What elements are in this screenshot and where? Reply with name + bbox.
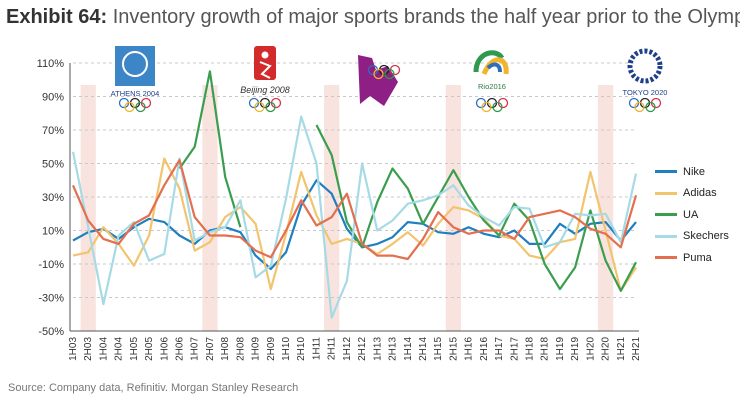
legend-item-nike: Nike [655, 161, 729, 183]
series-line-ua [178, 70, 242, 228]
x-tick-label: 2H11 [327, 337, 338, 361]
x-tick-label: 2H13 [388, 337, 399, 361]
legend-swatch [655, 170, 677, 174]
x-tick-label: 1H18 [524, 337, 535, 361]
x-tick-label: 1H07 [190, 337, 201, 361]
tokyo-2020-logo: TOKYO 2020 [623, 48, 668, 113]
london-2012-logo [358, 55, 401, 106]
legend-swatch [655, 213, 677, 217]
legend-item-skechers: Skechers [655, 226, 729, 248]
x-tick-label: 2H08 [235, 337, 246, 361]
highlight-band-2H03 [80, 85, 96, 331]
y-tick-label: -30% [38, 293, 64, 305]
x-tick-label: 2H21 [631, 337, 642, 361]
logo-label: Rio2016 [478, 82, 506, 91]
x-tick-label: 2H18 [540, 337, 551, 361]
x-tick-label: 1H19 [555, 337, 566, 361]
legend-swatch [655, 256, 677, 260]
x-tick-label: 2H04 [114, 337, 125, 361]
series-line-nike [72, 179, 637, 271]
y-tick-label: 10% [42, 226, 64, 238]
y-tick-label: 90% [42, 92, 64, 104]
x-tick-label: 1H14 [403, 337, 414, 361]
x-tick-label: 1H12 [342, 337, 353, 361]
y-tick-label: 70% [42, 125, 64, 137]
x-tick-label: 1H20 [585, 337, 596, 361]
legend-item-ua: UA [655, 204, 729, 226]
legend-item-adidas: Adidas [655, 183, 729, 205]
x-tick-label: 2H17 [509, 337, 520, 361]
x-tick-label: 2H15 [448, 337, 459, 361]
legend-item-puma: Puma [655, 247, 729, 269]
legend-swatch [655, 191, 677, 195]
x-tick-label: 2H05 [144, 337, 155, 361]
x-tick-label: 2H09 [266, 337, 277, 361]
y-tick-label: 50% [42, 159, 64, 171]
x-tick-label: 1H04 [98, 337, 109, 361]
logo-label: TOKYO 2020 [623, 88, 668, 97]
x-tick-label: 2H14 [418, 337, 429, 361]
beijing-2008-logo: Beijing 2008 [240, 46, 290, 113]
x-tick-label: 1H06 [159, 337, 170, 361]
legend-label: Skechers [683, 230, 729, 243]
x-tick-label: 2H03 [83, 337, 94, 361]
x-tick-label: 1H03 [68, 337, 79, 361]
series-line-puma [71, 159, 638, 261]
title-text: Inventory growth of major sports brands … [112, 6, 740, 28]
rio-2016-logo: Rio2016 [473, 50, 509, 113]
legend: Nike Adidas UA Skechers Puma [655, 161, 729, 269]
chart-title: Exhibit 64: Inventory growth of major sp… [6, 6, 740, 29]
y-tick-label: 30% [42, 192, 64, 204]
x-tick-label: 1H13 [372, 337, 383, 361]
x-tick-label: 1H17 [494, 337, 505, 361]
x-tick-label: 2H12 [357, 337, 368, 361]
legend-label: Nike [683, 165, 706, 178]
x-tick-label: 1H08 [220, 337, 231, 361]
logo-label: ATHENS 2004 [111, 89, 160, 98]
legend-label: UA [683, 208, 699, 221]
y-tick-label: -50% [38, 326, 64, 338]
x-tick-label: 2H06 [175, 337, 186, 361]
y-tick-label: -10% [38, 259, 64, 271]
x-tick-label: 1H09 [251, 337, 262, 361]
source-note: Source: Company data, Refinitiv. Morgan … [8, 382, 299, 394]
legend-label: Puma [683, 251, 712, 264]
y-tick-label: 110% [37, 58, 65, 70]
x-tick-label: 1H15 [433, 337, 444, 361]
legend-label: Adidas [683, 187, 717, 200]
highlight-band-2H07 [202, 85, 218, 331]
x-tick-label: 2H16 [479, 337, 490, 361]
legend-swatch [655, 234, 677, 238]
x-tick-label: 2H19 [570, 337, 581, 361]
logo-label: Beijing 2008 [240, 85, 290, 95]
exhibit-label: Exhibit 64: [6, 6, 108, 28]
series-line-ua [315, 124, 637, 292]
x-tick-label: 2H10 [296, 337, 307, 361]
athens-2004-logo: ATHENS 2004 [111, 46, 160, 113]
x-tick-label: 1H05 [129, 337, 140, 361]
x-tick-label: 1H11 [311, 337, 322, 361]
x-tick-label: 1H16 [464, 337, 475, 361]
x-tick-label: 2H07 [205, 337, 216, 361]
x-tick-label: 1H10 [281, 337, 292, 361]
x-tick-label: 1H21 [616, 337, 627, 361]
x-tick-label: 2H20 [601, 337, 612, 361]
